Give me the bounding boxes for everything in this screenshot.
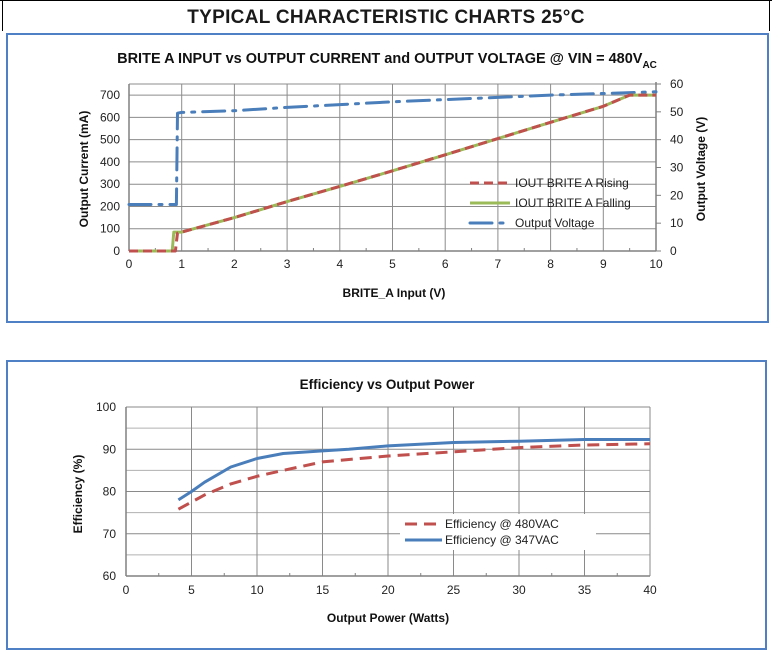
page-title: TYPICAL CHARACTERISTIC CHARTS 25°C xyxy=(187,7,585,28)
y-tick-label: 80 xyxy=(103,485,117,499)
y-tick-label: 200 xyxy=(100,199,120,213)
efficiency-chart: Efficiency vs Output Power 0 5 10 15 20 25 30 3… xyxy=(71,377,657,625)
y-tick-label: 600 xyxy=(100,110,120,124)
x-tick-label: 7 xyxy=(495,257,502,271)
x-tick-label: 2 xyxy=(231,257,238,271)
y-tick-label: 400 xyxy=(100,155,120,169)
y2-tick-label: 30 xyxy=(670,161,684,175)
series-line-output-voltage xyxy=(127,90,658,206)
x-tick-label: 0 xyxy=(126,257,133,271)
x-axis-label: Output Power (Watts) xyxy=(327,611,449,625)
series-line-efficiency-480vac xyxy=(177,442,651,511)
y-tick-label: 100 xyxy=(96,400,116,414)
header-left-rule xyxy=(2,1,3,31)
legend-label: Efficiency @ 347VAC xyxy=(445,533,559,547)
x-tick-label: 1 xyxy=(178,257,185,271)
y2-tick-label: 0 xyxy=(670,244,677,258)
y-axis-label: Output Current (mA) xyxy=(77,111,91,228)
x-tick-label: 5 xyxy=(389,257,396,271)
y-tick-label: 90 xyxy=(103,442,117,456)
series-line-iout-brite-a-rising xyxy=(129,93,656,253)
y-tick-label: 0 xyxy=(113,244,120,258)
chart-panel-brite: BRITE A INPUT vs OUTPUT CURRENT and OUTP… xyxy=(6,33,769,323)
y2-tick-label: 10 xyxy=(670,216,684,230)
legend-label: IOUT BRITE A Falling xyxy=(515,196,631,210)
x-tick-label: 4 xyxy=(336,257,343,271)
chart-title-subscript: AC xyxy=(642,60,656,71)
x-tick-label: 15 xyxy=(316,583,330,597)
x-axis-label: BRITE_A Input (V) xyxy=(343,286,446,300)
y-axis-label: Efficiency (%) xyxy=(71,455,85,534)
page-header: TYPICAL CHARACTERISTIC CHARTS 25°C xyxy=(0,0,772,33)
x-tick-label: 10 xyxy=(250,583,264,597)
x-tick-label: 40 xyxy=(643,583,657,597)
y2-tick-label: 20 xyxy=(670,188,684,202)
x-tick-label: 5 xyxy=(188,583,195,597)
y2-axis-label: Output Voltage (V) xyxy=(694,117,708,221)
legend-label: Output Voltage xyxy=(515,216,595,230)
chart-panel-efficiency: Efficiency vs Output Power 0 5 10 15 20 25 30 3… xyxy=(6,360,767,650)
header-right-rule xyxy=(769,1,770,31)
x-tick-label: 0 xyxy=(123,583,130,597)
x-tick-label: 3 xyxy=(284,257,291,271)
y-tick-label: 300 xyxy=(100,177,120,191)
legend-background xyxy=(400,514,596,550)
y-tick-label: 60 xyxy=(103,569,117,583)
y2-tick-label: 60 xyxy=(670,77,684,91)
y2-tick-label: 40 xyxy=(670,133,684,147)
chart-title: Efficiency vs Output Power xyxy=(300,377,476,392)
legend: Efficiency @ 480VAC Efficiency @ 347VAC xyxy=(400,514,596,550)
y-tick-label: 100 xyxy=(100,222,120,236)
x-tick-label: 30 xyxy=(512,583,526,597)
chart-title: BRITE A INPUT vs OUTPUT CURRENT and OUTP… xyxy=(117,51,657,71)
legend-label: IOUT BRITE A Rising xyxy=(515,176,629,190)
x-tick-label: 9 xyxy=(600,257,607,271)
y2-tick-label: 50 xyxy=(670,105,684,119)
x-tick-label: 6 xyxy=(442,257,449,271)
x-tick-label: 10 xyxy=(649,257,663,271)
x-tick-label: 8 xyxy=(547,257,554,271)
x-tick-label: 25 xyxy=(447,583,461,597)
y-tick-label: 500 xyxy=(100,133,120,147)
series-line-efficiency-347vac xyxy=(177,438,650,502)
y-tick-label: 700 xyxy=(100,88,120,102)
legend-label: Efficiency @ 480VAC xyxy=(445,517,559,531)
y-tick-label: 70 xyxy=(103,527,117,541)
x-tick-label: 20 xyxy=(381,583,395,597)
x-tick-label: 35 xyxy=(578,583,592,597)
legend: IOUT BRITE A Rising IOUT BRITE A Falling O… xyxy=(468,176,631,230)
brite-chart: BRITE A INPUT vs OUTPUT CURRENT and OUTP… xyxy=(77,51,708,300)
